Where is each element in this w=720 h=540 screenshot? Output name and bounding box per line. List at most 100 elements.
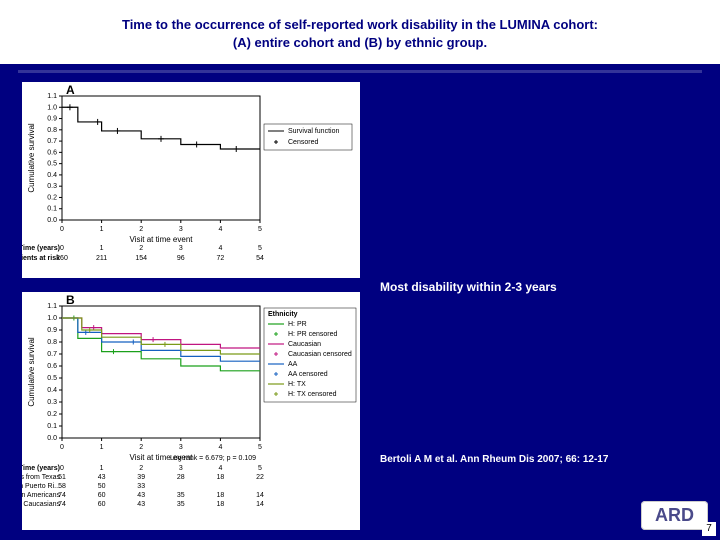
svg-text:3: 3 <box>179 226 183 233</box>
svg-text:2: 2 <box>139 465 143 472</box>
panel-a: A0.00.10.20.30.40.50.60.70.80.91.01.1012… <box>22 82 360 278</box>
svg-text:0.8: 0.8 <box>47 339 57 346</box>
svg-text:51: 51 <box>58 474 66 481</box>
svg-text:211: 211 <box>96 255 107 262</box>
annotation-text: Most disability within 2-3 years <box>380 280 557 294</box>
svg-text:43: 43 <box>137 492 145 499</box>
svg-text:0.1: 0.1 <box>47 206 57 213</box>
svg-text:4: 4 <box>218 226 222 233</box>
svg-text:0: 0 <box>60 465 64 472</box>
svg-text:4: 4 <box>218 444 222 451</box>
svg-text:0: 0 <box>60 245 64 252</box>
svg-text:H: PR censored: H: PR censored <box>288 331 338 338</box>
svg-text:Time (years): Time (years) <box>22 465 60 472</box>
svg-text:4: 4 <box>218 465 222 472</box>
panel-b-svg: B0.00.10.20.30.40.50.60.70.80.91.01.1012… <box>22 292 360 530</box>
svg-text:1: 1 <box>100 444 104 451</box>
svg-text:Survival function: Survival function <box>288 128 339 135</box>
ard-logo-text: ARD <box>655 505 694 525</box>
svg-text:0.8: 0.8 <box>47 127 57 134</box>
svg-text:5: 5 <box>258 226 262 233</box>
svg-text:5: 5 <box>258 444 262 451</box>
svg-text:Log rank = 6.679; p = 0.109: Log rank = 6.679; p = 0.109 <box>170 455 256 462</box>
svg-text:0.2: 0.2 <box>47 194 57 201</box>
svg-text:Censored: Censored <box>288 139 318 146</box>
svg-text:18: 18 <box>217 501 225 508</box>
svg-text:Caucasian censored: Caucasian censored <box>288 351 352 358</box>
svg-text:2: 2 <box>139 226 143 233</box>
svg-text:14: 14 <box>256 492 264 499</box>
svg-text:33: 33 <box>137 483 145 490</box>
svg-text:Time (years): Time (years) <box>22 245 60 252</box>
svg-text:0.7: 0.7 <box>47 138 57 145</box>
svg-text:260: 260 <box>56 255 68 262</box>
page-number: 7 <box>702 522 716 536</box>
svg-text:0.5: 0.5 <box>47 375 57 382</box>
svg-text:14: 14 <box>256 501 264 508</box>
svg-text:2: 2 <box>139 245 143 252</box>
svg-text:AA: AA <box>288 361 298 368</box>
svg-text:3: 3 <box>179 465 183 472</box>
svg-text:Ethnicity: Ethnicity <box>268 311 298 318</box>
svg-text:Cumulative survival: Cumulative survival <box>27 123 36 193</box>
svg-text:AA censored: AA censored <box>288 371 328 378</box>
svg-text:43: 43 <box>98 474 106 481</box>
svg-text:Visit at time event: Visit at time event <box>130 235 194 244</box>
svg-text:Hispanics from Puerto Ri...: Hispanics from Puerto Ri... <box>22 483 60 490</box>
svg-text:1.1: 1.1 <box>47 93 57 100</box>
svg-text:0: 0 <box>60 444 64 451</box>
svg-text:1: 1 <box>100 245 104 252</box>
svg-text:0.4: 0.4 <box>47 172 57 179</box>
svg-text:African Americans: African Americans <box>22 492 60 499</box>
svg-text:1: 1 <box>100 465 104 472</box>
svg-text:18: 18 <box>217 492 225 499</box>
svg-text:Caucasian: Caucasian <box>288 341 321 348</box>
svg-text:60: 60 <box>98 501 106 508</box>
svg-text:0.9: 0.9 <box>47 116 57 123</box>
svg-text:1.1: 1.1 <box>47 303 57 310</box>
svg-text:Patients at risk: Patients at risk <box>22 255 60 262</box>
svg-text:H: PR: H: PR <box>288 321 307 328</box>
title-divider <box>18 70 702 73</box>
svg-text:28: 28 <box>177 474 185 481</box>
svg-text:Cumulative survival: Cumulative survival <box>27 337 36 407</box>
title-line-1: Time to the occurrence of self-reported … <box>122 17 598 32</box>
svg-text:18: 18 <box>217 474 225 481</box>
svg-text:0.0: 0.0 <box>47 435 57 442</box>
svg-text:54: 54 <box>256 255 264 262</box>
svg-text:0.6: 0.6 <box>47 149 57 156</box>
svg-text:1.0: 1.0 <box>47 315 57 322</box>
svg-text:A: A <box>66 83 75 97</box>
svg-text:0.5: 0.5 <box>47 161 57 168</box>
panel-a-svg: A0.00.10.20.30.40.50.60.70.80.91.01.1012… <box>22 82 360 278</box>
svg-text:50: 50 <box>98 483 106 490</box>
svg-text:3: 3 <box>179 245 183 252</box>
svg-text:35: 35 <box>177 501 185 508</box>
svg-text:3: 3 <box>179 444 183 451</box>
svg-text:74: 74 <box>58 501 66 508</box>
ard-logo: ARD <box>641 501 708 530</box>
svg-text:43: 43 <box>137 501 145 508</box>
svg-text:B: B <box>66 293 75 307</box>
svg-text:Caucasians: Caucasians <box>23 501 60 508</box>
svg-text:4: 4 <box>218 245 222 252</box>
svg-text:72: 72 <box>217 255 225 262</box>
svg-text:0.3: 0.3 <box>47 183 57 190</box>
svg-text:74: 74 <box>58 492 66 499</box>
citation-text: Bertoli A M et al. Ann Rheum Dis 2007; 6… <box>380 454 608 465</box>
svg-text:35: 35 <box>177 492 185 499</box>
svg-text:0.7: 0.7 <box>47 351 57 358</box>
svg-text:96: 96 <box>177 255 185 262</box>
svg-text:154: 154 <box>135 255 147 262</box>
svg-text:0.1: 0.1 <box>47 423 57 430</box>
svg-text:22: 22 <box>256 474 264 481</box>
svg-text:1.0: 1.0 <box>47 104 57 111</box>
svg-text:2: 2 <box>139 444 143 451</box>
svg-text:5: 5 <box>258 465 262 472</box>
svg-text:H: TX censored: H: TX censored <box>288 391 337 398</box>
panel-b: B0.00.10.20.30.40.50.60.70.80.91.01.1012… <box>22 292 360 530</box>
svg-text:60: 60 <box>98 492 106 499</box>
svg-text:0.3: 0.3 <box>47 399 57 406</box>
svg-text:5: 5 <box>258 245 262 252</box>
svg-text:Hispanics from Texas: Hispanics from Texas <box>22 474 60 481</box>
